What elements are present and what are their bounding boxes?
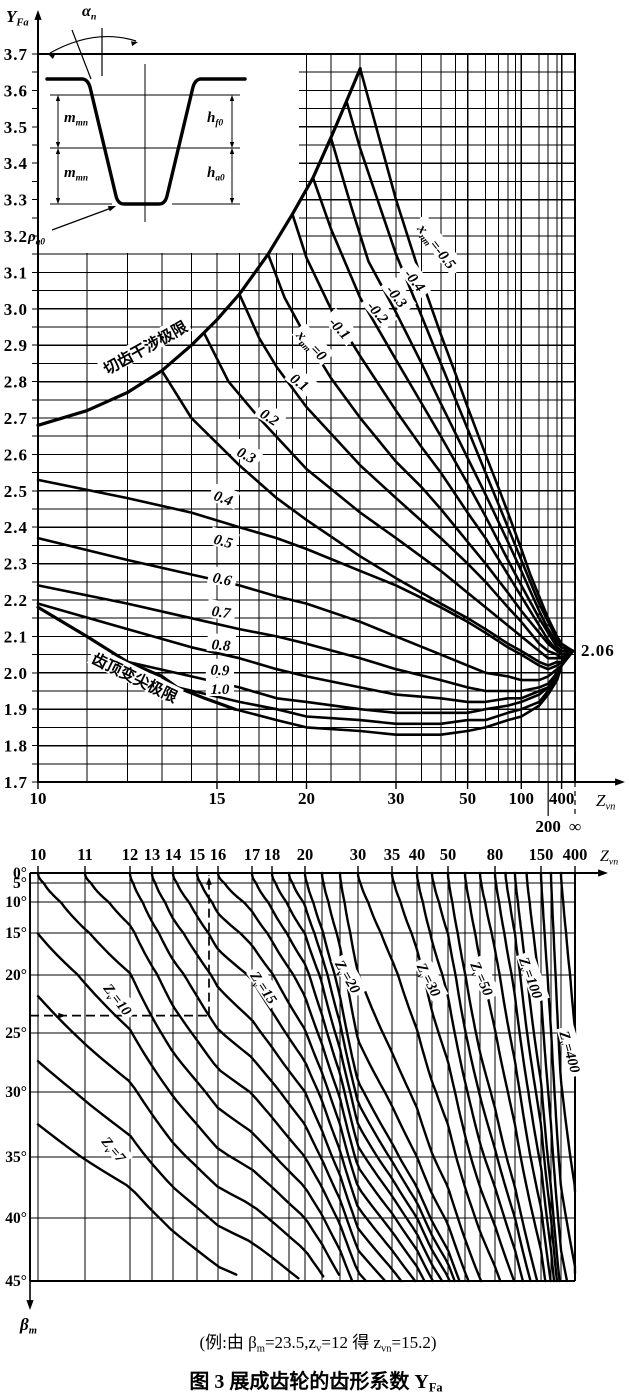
svg-text:30°: 30°	[5, 1084, 27, 1101]
svg-text:40: 40	[409, 845, 426, 864]
svg-text:17: 17	[244, 845, 261, 864]
svg-text:2.3: 2.3	[4, 555, 28, 574]
svg-text:0.8: 0.8	[211, 637, 232, 655]
svg-text:Zvn: Zvn	[596, 791, 615, 813]
example-dashed-arrows	[30, 875, 212, 1019]
svg-text:2.0: 2.0	[4, 664, 28, 683]
svg-text:3.1: 3.1	[4, 263, 28, 282]
svg-text:0°: 0°	[13, 865, 27, 882]
svg-text:3.7: 3.7	[4, 45, 28, 64]
svg-text:1.0: 1.0	[211, 682, 230, 698]
svg-text:16: 16	[210, 845, 227, 864]
svg-text:1.7: 1.7	[4, 773, 28, 792]
svg-text:Zv=30: Zv=30	[411, 960, 443, 1001]
svg-text:11: 11	[77, 845, 93, 864]
svg-text:2.4: 2.4	[4, 518, 28, 537]
svg-text:10: 10	[30, 789, 47, 808]
svg-text:0.4: 0.4	[211, 488, 235, 510]
svg-text:3.2: 3.2	[4, 227, 28, 246]
svg-text:βm: βm	[19, 1315, 37, 1337]
svg-text:0.3: 0.3	[234, 445, 259, 468]
svg-text:18: 18	[264, 845, 281, 864]
svg-text:25°: 25°	[5, 1025, 27, 1042]
svg-text:Zvn: Zvn	[600, 848, 618, 868]
svg-text:0.5: 0.5	[212, 532, 235, 553]
svg-text:3.3: 3.3	[4, 191, 28, 210]
svg-text:2.8: 2.8	[4, 373, 28, 392]
svg-text:80: 80	[487, 845, 504, 864]
svg-text:20: 20	[297, 845, 314, 864]
svg-text:2.9: 2.9	[4, 336, 28, 355]
svg-text:2.06: 2.06	[581, 641, 615, 660]
svg-text:0.7: 0.7	[211, 604, 232, 623]
svg-text:20°: 20°	[5, 967, 27, 984]
svg-text:5°: 5°	[13, 875, 27, 892]
svg-text:3.0: 3.0	[4, 300, 28, 319]
svg-text:2.2: 2.2	[4, 591, 28, 610]
svg-text:ρa0: ρa0	[27, 229, 45, 248]
svg-text:100: 100	[509, 789, 535, 808]
bottom-chart-labels: Zv=7Zv=10Zv=15Zv=20Zv=30Zv=50Zv=100Zv=40…	[5, 845, 618, 1337]
svg-text:hf0: hf0	[207, 110, 223, 129]
svg-text:13: 13	[144, 845, 161, 864]
top-chart-frame	[34, 10, 625, 818]
svg-text:3.5: 3.5	[4, 118, 28, 137]
svg-text:mmn: mmn	[64, 165, 88, 184]
svg-text:30: 30	[388, 789, 405, 808]
svg-text:20: 20	[298, 789, 315, 808]
svg-text:15°: 15°	[5, 925, 27, 942]
svg-text:2.5: 2.5	[4, 482, 28, 501]
svg-text:30: 30	[350, 845, 367, 864]
svg-text:400: 400	[549, 789, 575, 808]
svg-text:ha0: ha0	[207, 165, 225, 184]
svg-text:3.4: 3.4	[4, 154, 28, 173]
rack-tool-profile-inset: mmn mmn hf0 ha0 ρa0 αn	[27, 3, 247, 248]
svg-text:3.6: 3.6	[4, 81, 28, 100]
svg-text:2.1: 2.1	[4, 627, 28, 646]
svg-text:45°: 45°	[5, 1273, 27, 1290]
svg-text:mmn: mmn	[64, 110, 88, 129]
svg-text:40°: 40°	[5, 1210, 27, 1227]
svg-text:齿顶变尖极限: 齿顶变尖极限	[89, 649, 181, 707]
svg-text:Zv=400: Zv=400	[554, 1028, 583, 1075]
svg-text:1.8: 1.8	[4, 737, 28, 756]
svg-text:35°: 35°	[5, 1149, 27, 1166]
svg-text:50: 50	[440, 845, 457, 864]
svg-text:200: 200	[535, 817, 561, 836]
svg-text:35: 35	[384, 845, 401, 864]
svg-text:14: 14	[165, 845, 182, 864]
svg-text:15: 15	[189, 845, 206, 864]
svg-text:10: 10	[30, 845, 47, 864]
svg-text:2.6: 2.6	[4, 445, 28, 464]
svg-text:切齿干涉极限: 切齿干涉极限	[100, 317, 191, 379]
svg-text:2.7: 2.7	[4, 409, 28, 428]
svg-text:50: 50	[459, 789, 476, 808]
svg-text:0.6: 0.6	[211, 570, 233, 590]
svg-text:10°: 10°	[5, 894, 27, 911]
svg-text:αn: αn	[82, 3, 97, 23]
svg-text:400: 400	[563, 845, 588, 864]
bottom-chart-curves	[36, 871, 577, 1283]
svg-text:15: 15	[209, 789, 226, 808]
example-caption: (例:由 βm=23.5,zv=12 得 zvn=15.2)	[199, 1333, 436, 1355]
svg-text:YFa: YFa	[6, 7, 29, 29]
figure-title: 图 3 展成齿轮的齿形系数 YFa	[189, 1369, 442, 1395]
svg-text:1.9: 1.9	[4, 700, 28, 719]
svg-text:150: 150	[529, 845, 554, 864]
svg-text:12: 12	[122, 845, 139, 864]
svg-text:0.9: 0.9	[210, 663, 230, 680]
svg-text:∞: ∞	[569, 817, 581, 836]
